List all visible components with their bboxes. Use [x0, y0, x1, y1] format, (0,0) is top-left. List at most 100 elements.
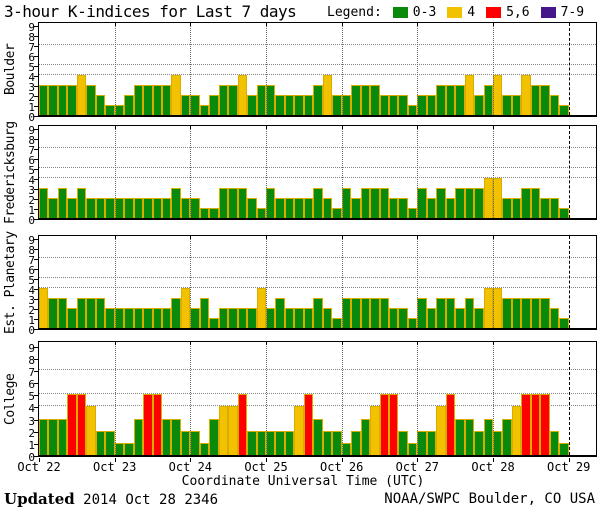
k-index-bar: [559, 105, 569, 115]
k-index-bar: [304, 95, 313, 115]
k-index-bar: [531, 298, 540, 328]
day-boundary-line: [115, 342, 116, 455]
k-index-bar: [58, 298, 67, 328]
k-index-bar: [502, 95, 512, 115]
day-boundary-line: [190, 23, 191, 115]
day-tick-top: [190, 126, 191, 129]
panel-college: College 0 1 2 3 4 5 6 7 8 9: [0, 341, 600, 463]
y-tick-label: 0: [28, 214, 35, 227]
k-index-bar: [380, 298, 389, 328]
k-index-bar: [446, 298, 455, 328]
k-index-bar: [275, 198, 285, 218]
k-index-bar: [521, 394, 531, 455]
station-label: College: [3, 373, 18, 425]
k-index-bar: [313, 85, 323, 115]
y-tick-mark: [34, 289, 38, 291]
day-boundary-line: [266, 342, 267, 455]
y-tick-label: 7: [28, 365, 35, 379]
chart-title: 3-hour K-indices for Last 7 days: [4, 2, 297, 21]
x-day-label: Oct 27: [395, 460, 440, 474]
day-tick-bottom: [190, 458, 191, 462]
k-index-bar: [474, 188, 484, 218]
day-tick-top: [115, 126, 116, 129]
y-tick-mark: [34, 149, 38, 151]
k-index-bar: [304, 394, 313, 455]
day-tick-top: [115, 236, 116, 239]
k-index-bar: [134, 308, 143, 328]
k-index-bar: [474, 95, 484, 115]
day-tick-top: [569, 236, 570, 239]
k-index-bar: [162, 198, 171, 218]
y-tick-mark: [34, 279, 38, 281]
k-index-bar: [266, 85, 275, 115]
day-tick-bottom: [266, 458, 267, 462]
y-tick-label: 6: [28, 51, 35, 65]
k-index-bar: [39, 85, 48, 115]
threshold-gridline-k4: [39, 405, 596, 407]
y-tick-mark: [34, 309, 38, 311]
k-index-bar: [115, 308, 124, 328]
y-tick-label: 9: [28, 234, 35, 248]
updated-label: Updated: [4, 490, 75, 508]
k-index-bar: [190, 198, 200, 218]
y-tick-label: 8: [28, 134, 35, 148]
day-tick-top: [569, 342, 570, 345]
k-index-bar: [209, 318, 219, 328]
day-boundary-line: [417, 23, 418, 115]
y-tick-mark: [34, 189, 38, 191]
k-index-bar: [380, 95, 389, 115]
k-index-bar: [389, 95, 398, 115]
day-tick-top: [266, 342, 267, 345]
k-index-bar: [484, 418, 493, 455]
k-index-bar: [86, 85, 96, 115]
y-tick-mark: [34, 407, 38, 409]
k-index-bar: [257, 430, 266, 455]
y-tick-label: 0: [28, 451, 35, 464]
k-index-bar: [238, 394, 247, 455]
k-index-bar: [342, 95, 351, 115]
k-index-bar: [67, 198, 77, 218]
k-index-bar: [313, 418, 323, 455]
y-tick-mark: [34, 139, 38, 141]
y-tick-label: 6: [28, 264, 35, 278]
day-tick-top: [190, 236, 191, 239]
k-index-bar: [389, 394, 398, 455]
k-index-bar: [228, 406, 238, 455]
k-index-bar: [398, 95, 408, 115]
k-index-bar: [455, 85, 465, 115]
k-index-bar: [531, 394, 540, 455]
k-index-bar: [512, 95, 521, 115]
k-index-bar: [181, 198, 190, 218]
k-index-bar: [550, 308, 559, 328]
k-index-bar: [96, 198, 105, 218]
k-index-bar: [521, 188, 531, 218]
k-index-bar: [427, 430, 436, 455]
y-tick-label: 3: [28, 294, 35, 308]
k-index-bar: [512, 406, 521, 455]
y-tick-mark: [34, 219, 38, 220]
k-index-bar: [540, 298, 550, 328]
k-index-bar: [484, 85, 493, 115]
k-index-bar: [465, 298, 474, 328]
day-tick-top: [493, 126, 494, 129]
y-tick-mark: [34, 259, 38, 261]
k-index-bar: [512, 198, 521, 218]
day-tick-top: [569, 126, 570, 129]
k-index-bar: [380, 394, 389, 455]
y-tick-label: 6: [28, 154, 35, 168]
y-tick-label: 9: [28, 124, 35, 138]
k-index-bar: [389, 198, 398, 218]
k-index-bar: [257, 208, 266, 218]
y-tick-label: 4: [28, 284, 35, 298]
y-tick-mark: [34, 346, 38, 348]
y-tick-label: 8: [28, 31, 35, 45]
k-index-bar: [559, 208, 569, 218]
k-index-bar: [294, 406, 304, 455]
legend-item-7-9: 7-9: [540, 5, 584, 20]
day-tick-top: [569, 23, 570, 26]
threshold-gridline-k4: [39, 74, 596, 76]
k-index-bar: [351, 85, 361, 115]
y-tick-mark: [34, 56, 38, 58]
threshold-gridline-k7: [39, 44, 596, 46]
k-index-bar: [465, 418, 474, 455]
